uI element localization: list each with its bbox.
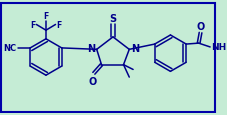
Text: S: S — [109, 13, 116, 23]
Text: NC: NC — [4, 44, 17, 53]
Text: F: F — [30, 21, 35, 30]
Text: O: O — [89, 76, 97, 86]
Text: N: N — [131, 44, 139, 54]
Text: F: F — [57, 21, 62, 30]
Text: N: N — [87, 44, 95, 54]
Text: O: O — [196, 22, 205, 31]
Text: NH: NH — [211, 43, 226, 52]
Text: F: F — [43, 12, 49, 20]
